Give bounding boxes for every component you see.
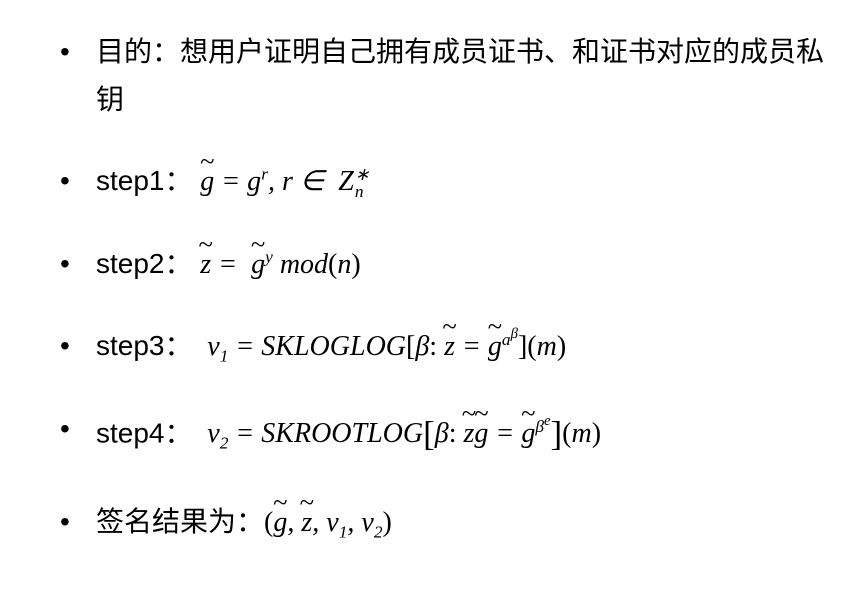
step2-label: step2： [96, 248, 193, 279]
bullet-step4: step4： v2 = SKROOTLOG[β: zg = gβe](m) [60, 405, 824, 465]
bullet-result: 签名结果为：(g, z, v1, v2) [60, 498, 824, 547]
step3-label: step3： [96, 330, 193, 361]
bullet-step2: step2： z = gy mod(n) [60, 240, 824, 289]
step1-math: g = gr, r ∈ Z∗n [200, 166, 369, 197]
bullet-purpose: 目的：想用户证明自己拥有成员证书、和证书对应的成员私钥 [60, 28, 824, 123]
slide-content: 目的：想用户证明自己拥有成员证书、和证书对应的成员私钥 step1： g = g… [0, 0, 864, 609]
bullet-step3: step3： v1 = SKLOGLOG[β: z = gaβ](m) [60, 322, 824, 371]
result-math: (g, z, v1, v2) [264, 507, 392, 538]
result-label: 签名结果为： [96, 506, 264, 537]
step1-label: step1： [96, 165, 193, 196]
step4-math: v2 = SKROOTLOG[β: zg = gβe](m) [200, 418, 601, 449]
step2-math: z = gy mod(n) [200, 249, 360, 280]
bullet-list: 目的：想用户证明自己拥有成员证书、和证书对应的成员私钥 step1： g = g… [60, 28, 824, 547]
bullet-step1: step1： g = gr, r ∈ Z∗n [60, 157, 824, 206]
step3-math: v1 = SKLOGLOG[β: z = gaβ](m) [200, 331, 566, 362]
purpose-text: 目的：想用户证明自己拥有成员证书、和证书对应的成员私钥 [96, 36, 824, 115]
step4-label: step4： [96, 417, 193, 448]
